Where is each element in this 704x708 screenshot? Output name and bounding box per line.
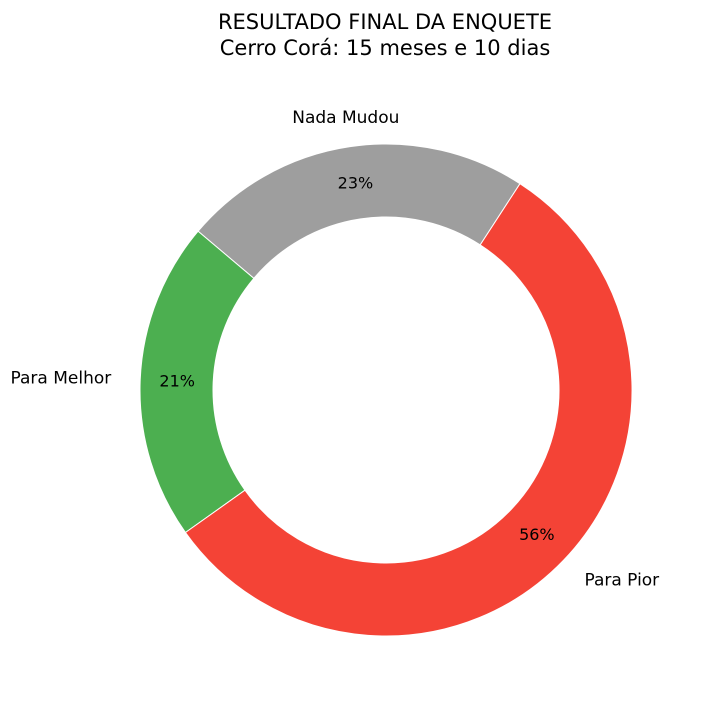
- category-label-para-melhor: Para Melhor: [11, 368, 112, 388]
- percent-label-nada-mudou: 23%: [338, 174, 374, 193]
- percent-label-para-pior: 56%: [519, 525, 555, 544]
- donut-slices: [139, 143, 633, 637]
- chart-subtitle: Cerro Corá: 15 meses e 10 dias: [220, 36, 551, 60]
- slice-para-pior: [184, 182, 633, 637]
- percent-label-para-melhor: 21%: [159, 372, 195, 391]
- chart-title: RESULTADO FINAL DA ENQUETE: [218, 10, 552, 34]
- slice-nada-mudou: [197, 143, 521, 280]
- slice-para-melhor: [139, 230, 255, 534]
- category-label-nada-mudou: Nada Mudou: [292, 108, 399, 128]
- percent-labels: 23% 21% 56%: [159, 174, 554, 544]
- category-labels: Nada Mudou Para Melhor Para Pior: [11, 108, 660, 590]
- category-label-para-pior: Para Pior: [584, 570, 659, 590]
